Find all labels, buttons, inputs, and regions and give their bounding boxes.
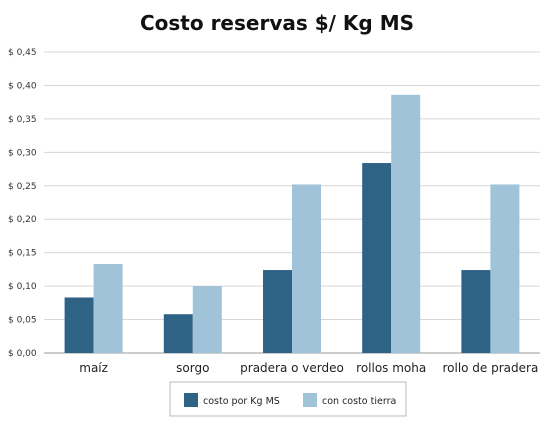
x-tick-label: sorgo: [176, 361, 209, 375]
bars: [64, 94, 520, 353]
bar-costo-por-kg-ms: [461, 270, 491, 353]
bar-con-costo-tierra: [490, 184, 520, 353]
y-tick-label: $ 0,05: [8, 316, 37, 326]
bar-con-costo-tierra: [93, 264, 123, 353]
bar-con-costo-tierra: [292, 184, 321, 353]
y-tick-label: $ 0,25: [8, 182, 37, 192]
x-tick-label: rollo de pradera: [442, 361, 538, 375]
bar-con-costo-tierra: [391, 94, 421, 353]
y-tick-label: $ 0,10: [8, 282, 37, 292]
y-tick-label: $ 0,30: [8, 148, 37, 158]
y-tick-label: $ 0,20: [8, 215, 37, 225]
x-tick-label: rollos moha: [356, 361, 426, 375]
legend-label-con-costo-tierra: con costo tierra: [322, 396, 396, 407]
bar-con-costo-tierra: [192, 286, 222, 353]
x-axis: maíz sorgo pradera o verdeo rollos moha roll…: [79, 361, 538, 375]
bar-costo-por-kg-ms: [163, 314, 193, 353]
bar-costo-por-kg-ms: [362, 163, 392, 353]
bar-costo-por-kg-ms: [263, 270, 292, 353]
y-tick-label: $ 0,40: [8, 81, 37, 91]
y-axis: $ 0,00 $ 0,05 $ 0,10 $ 0,15 $ 0,20 $ 0,25 $ 0,…: [8, 48, 37, 359]
x-tick-label: pradera o verdeo: [240, 361, 344, 375]
legend-label-costo-por-kg-ms: costo por Kg MS: [203, 396, 280, 407]
chart-title: Costo reservas $/ Kg MS: [140, 11, 414, 35]
y-tick-label: $ 0,15: [8, 249, 37, 259]
y-tick-label: $ 0,45: [8, 48, 37, 58]
legend-swatch-costo-por-kg-ms: [184, 393, 198, 407]
y-tick-label: $ 0,35: [8, 115, 37, 125]
bar-costo-por-kg-ms: [64, 297, 94, 353]
legend-swatch-con-costo-tierra: [303, 393, 317, 407]
x-tick-label: maíz: [79, 361, 108, 375]
legend-box: [169, 381, 407, 417]
y-tick-label: $ 0,00: [8, 349, 37, 359]
legend: costo por Kg MS con costo tierra: [169, 381, 407, 417]
